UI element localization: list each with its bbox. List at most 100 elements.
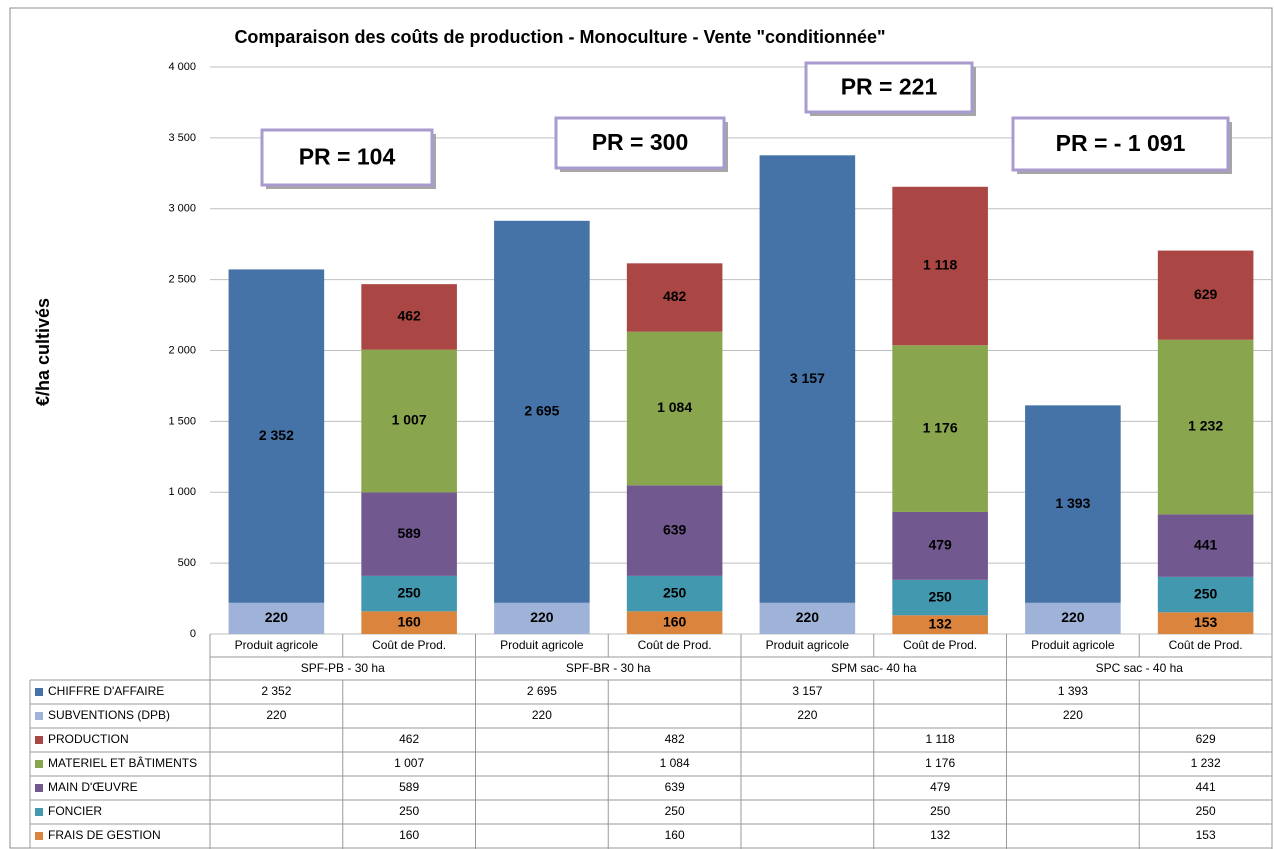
table-value: 441 [1196,780,1216,794]
legend-label: CHIFFRE D'AFFAIRE [48,684,164,698]
bar-segment [626,575,723,612]
table-value: 1 007 [394,756,424,770]
table-value: 153 [1196,828,1216,842]
chart-title: Comparaison des coûts de production - Mo… [234,27,885,47]
data-label: 1 232 [1188,418,1223,434]
bar-segment [1025,405,1121,603]
table-value: 160 [399,828,419,842]
bar-segment [892,579,988,616]
bar-segment [228,269,325,603]
y-tick-label: 1 000 [168,486,196,498]
legend-label: SUBVENTIONS (DPB) [48,708,170,722]
bar-segment [626,331,723,486]
table-value: 482 [665,732,685,746]
table-value: 1 084 [660,756,690,770]
bar-segment [626,485,723,576]
annotation: PR = 104 [299,144,396,170]
bar-segment [361,611,457,634]
data-label: 639 [663,521,687,537]
x-tick-label: Produit agricole [235,638,319,652]
data-label: 479 [928,537,952,553]
data-label: 250 [1194,585,1218,601]
x-tick-label: Coût de Prod. [372,638,446,652]
bar-segment [494,602,590,634]
y-tick-label: 4 000 [168,61,196,73]
bar-segment [494,220,590,603]
y-axis-title: €/ha cultivés [33,298,53,406]
legend-swatch [35,688,43,696]
table-value: 589 [399,780,419,794]
legend-swatch [35,832,43,840]
bar-segment [892,615,988,634]
data-label: 2 695 [524,403,559,419]
annotation-box [1011,116,1230,172]
data-label: 250 [663,584,687,600]
table-value: 250 [930,804,950,818]
table-value: 250 [399,804,419,818]
table-value: 220 [1063,708,1083,722]
table-value: 2 352 [261,684,291,698]
bar-segment [1157,514,1254,577]
y-tick-label: 1 500 [168,415,196,427]
table-value: 132 [930,828,950,842]
bar-segment [626,263,723,332]
table-value: 1 118 [926,732,955,746]
y-tick-label: 500 [178,557,196,569]
data-label: 1 007 [392,412,427,428]
y-tick-label: 2 000 [168,344,196,356]
table-value: 3 157 [792,684,822,698]
data-label: 629 [1194,286,1218,302]
group-label: SPM sac- 40 ha [831,661,917,675]
x-tick-label: Coût de Prod. [1169,638,1243,652]
legend-label: PRODUCTION [48,732,129,746]
x-tick-label: Produit agricole [1031,638,1115,652]
bar-segment [626,611,723,634]
bar-segment [361,575,457,612]
bar-segment [892,186,988,346]
x-tick-label: Coût de Prod. [903,638,977,652]
data-label: 250 [397,584,421,600]
data-label: 1 084 [657,399,692,415]
group-label: SPF-PB - 30 ha [301,661,385,675]
data-label: 220 [265,609,289,625]
data-label: 160 [663,613,687,629]
table-value: 1 393 [1058,684,1088,698]
x-tick-label: Coût de Prod. [638,638,712,652]
data-label: 220 [530,609,554,625]
data-label: 482 [663,288,687,304]
annotation: PR = 300 [592,129,689,155]
legend-label: FONCIER [48,804,102,818]
data-label: 250 [928,588,952,604]
table-value: 250 [665,804,685,818]
group-label: SPC sac - 40 ha [1096,661,1184,675]
legend-swatch [35,712,43,720]
x-tick-label: Produit agricole [766,638,850,652]
data-label: 462 [397,308,421,324]
data-label: 153 [1194,614,1218,630]
y-tick-label: 3 500 [168,132,196,144]
data-label: 589 [397,525,421,541]
bar-segment [228,602,325,634]
data-label: 1 393 [1055,495,1090,511]
data-label: 1 118 [923,257,957,273]
table-value: 250 [1196,804,1216,818]
bar-segment [1157,339,1254,515]
legend-label: FRAIS DE GESTION [48,828,161,842]
legend-swatch [35,784,43,792]
bar-segment [361,492,457,576]
data-label: 2 352 [259,427,294,443]
annotation-box [260,128,434,187]
table-value: 220 [797,708,817,722]
bar-segment [361,284,457,350]
annotation-box [804,61,974,114]
legend-label: MAIN D'ŒUVRE [48,780,138,794]
annotation: PR = - 1 091 [1056,130,1186,156]
table-value: 160 [665,828,685,842]
data-label: 3 157 [790,370,825,386]
data-label: 220 [1061,609,1085,625]
table-value: 220 [532,708,552,722]
bar-segment [1157,612,1254,634]
data-label: 132 [928,615,952,631]
data-label: 220 [796,609,820,625]
table-value: 629 [1196,732,1216,746]
